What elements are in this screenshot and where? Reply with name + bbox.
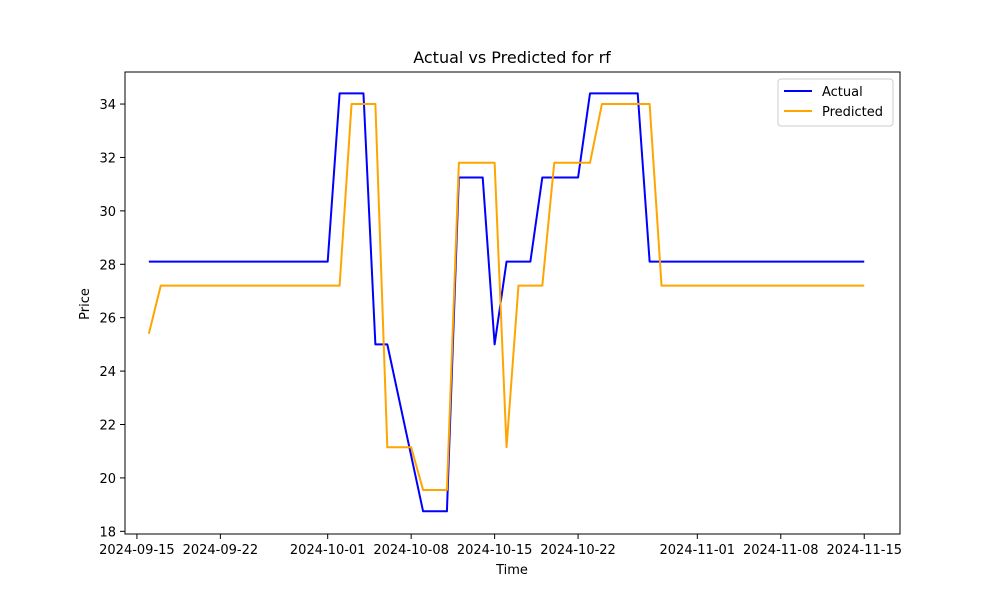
x-tick-label: 2024-10-22 [540,543,616,558]
x-tick-label: 2024-11-08 [743,543,819,558]
y-tick-label: 34 [99,98,116,113]
y-tick-label: 26 [99,312,116,327]
series-line-predicted [147,103,865,491]
y-tick-label: 22 [99,419,116,434]
y-axis-label: Price [78,288,93,320]
x-tick-label: 2024-11-01 [660,543,736,558]
y-tick-label: 24 [99,365,116,380]
x-tick-label: 2024-09-15 [99,543,175,558]
legend: Actual Predicted [777,78,894,127]
plot-area: 2024-09-15 2024-09-22 2024-10-01 2024-10-08… [99,71,902,558]
x-tick-label: 2024-10-08 [373,543,449,558]
x-tick-label: 2024-10-01 [290,543,366,558]
axes-frame [124,71,901,535]
y-tick-label: 18 [99,525,116,540]
x-axis-label: Time [495,563,528,578]
y-tick-label: 20 [99,472,116,487]
legend-label-predicted: Predicted [822,105,883,120]
x-tick-label: 2024-11-15 [826,543,902,558]
series-line-actual [148,92,865,513]
y-tick-label: 30 [99,205,116,220]
y-tick-label: 28 [99,258,116,273]
x-tick-label: 2024-09-22 [183,543,259,558]
chart-title: Actual vs Predicted for rf [413,48,611,67]
legend-label-actual: Actual [822,85,863,100]
y-tick-label: 32 [99,151,116,166]
x-tick-label: 2024-10-15 [457,543,533,558]
